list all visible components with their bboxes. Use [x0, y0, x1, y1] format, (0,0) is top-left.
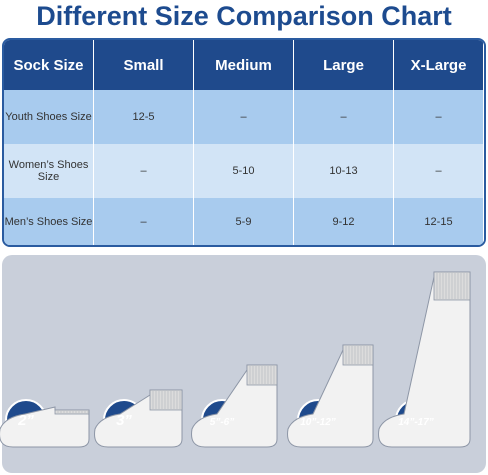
table-cell: 5-9	[194, 198, 294, 245]
header-cell: Large	[294, 40, 394, 90]
table-cell: –	[394, 144, 484, 198]
title: Different Size Comparison Chart	[36, 1, 452, 31]
sock	[287, 344, 374, 448]
table-cell: –	[294, 90, 394, 144]
table-cell: 12-5	[94, 90, 194, 144]
header-cell: Small	[94, 40, 194, 90]
table-cell: 5-10	[194, 144, 294, 198]
table-cell: –	[94, 198, 194, 245]
sock-cuff	[54, 409, 90, 415]
table-cell: 12-15	[394, 198, 484, 245]
table-cell: Youth Shoes Size	[4, 90, 94, 144]
size-label: 5”-6”	[210, 417, 234, 428]
size-label: 3”	[116, 412, 132, 429]
table-cell: Men’s Shoes Size	[4, 198, 94, 245]
table-cell: –	[194, 90, 294, 144]
header-cell: Sock Size	[4, 40, 94, 90]
sock	[191, 364, 278, 448]
table-cell: –	[394, 90, 484, 144]
size-label: 2”	[17, 412, 34, 429]
size-label: 10”-12”	[300, 417, 336, 428]
size-label: 14”-17”	[398, 417, 434, 428]
table-cell: –	[94, 144, 194, 198]
table-cell: Women’s Shoes Size	[4, 144, 94, 198]
sock	[0, 406, 90, 448]
header-cell: X-Large	[394, 40, 484, 90]
size-table: Sock Size Small Medium Large X-Large Youth Sh…	[2, 38, 486, 247]
table-cell: 10-13	[294, 144, 394, 198]
table-cell: 9-12	[294, 198, 394, 245]
header-cell: Medium	[194, 40, 294, 90]
sock	[378, 271, 471, 448]
